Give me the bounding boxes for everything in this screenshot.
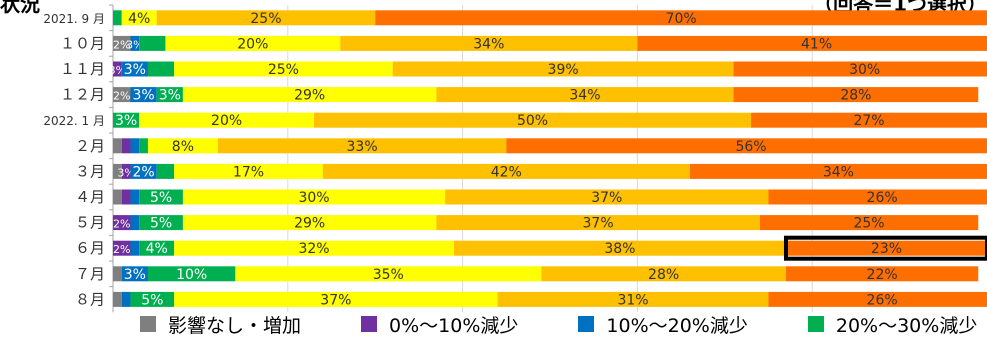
category-label: ２月 <box>75 137 105 155</box>
bar-segment <box>113 292 122 307</box>
data-label: 3% <box>159 88 181 104</box>
legend: 影響なし・増加 0%～10%減少 10%～20%減少 20%～30%減少 <box>140 312 977 336</box>
bar-segment <box>130 241 139 256</box>
data-label: 2% <box>132 164 154 180</box>
legend-item-20-30: 20%～30%減少 <box>808 311 977 338</box>
data-label: 20% <box>211 113 242 129</box>
data-label: 38% <box>604 241 635 257</box>
data-label: 35% <box>373 267 404 283</box>
legend-swatch <box>808 316 824 332</box>
category-label: １０月 <box>60 34 105 52</box>
data-label: 32% <box>298 241 329 257</box>
category-label: １２月 <box>60 86 105 104</box>
category-label: １１月 <box>60 60 105 78</box>
data-label: 3% <box>124 62 146 78</box>
category-label: 2022. 1 月 <box>43 114 105 128</box>
data-label: 30% <box>849 62 880 78</box>
data-label: 37% <box>591 190 622 206</box>
data-label: 5% <box>150 216 172 232</box>
data-label: 8% <box>172 139 194 155</box>
legend-swatch <box>140 316 156 332</box>
bar-segment <box>130 215 139 230</box>
data-label: 28% <box>648 267 679 283</box>
data-label: 26% <box>867 190 898 206</box>
data-label: 33% <box>347 139 378 155</box>
data-label: 30% <box>298 190 329 206</box>
legend-label: 影響なし・増加 <box>168 311 301 338</box>
legend-item-no-impact: 影響なし・増加 <box>140 311 301 338</box>
data-label: 3% <box>132 88 154 104</box>
data-label: 10% <box>176 267 207 283</box>
data-label: 2% <box>113 218 130 231</box>
data-label: 50% <box>517 113 548 129</box>
legend-item-10-20: 10%～20%減少 <box>578 311 747 338</box>
bar-segment <box>148 62 174 77</box>
data-label: 20% <box>237 36 268 52</box>
data-label: 5% <box>150 190 172 206</box>
legend-swatch <box>578 316 594 332</box>
data-label: 25% <box>268 62 299 78</box>
data-label: 22% <box>867 267 898 283</box>
data-label: 17% <box>233 164 264 180</box>
bar-segment <box>157 164 174 179</box>
category-label: ４月 <box>75 188 105 206</box>
bar-segment <box>130 138 139 153</box>
data-label: 34% <box>569 88 600 104</box>
data-label: 28% <box>840 88 871 104</box>
data-label: 34% <box>473 36 504 52</box>
legend-item-0-10: 0%～10%減少 <box>361 311 518 338</box>
data-label: 39% <box>548 62 579 78</box>
data-label: 29% <box>294 88 325 104</box>
category-label: ７月 <box>75 265 105 283</box>
data-label: 37% <box>320 292 351 308</box>
data-label: 25% <box>853 216 884 232</box>
legend-label: 20%～30%減少 <box>836 311 977 338</box>
data-label: 34% <box>823 164 854 180</box>
category-label: ８月 <box>75 290 105 308</box>
bar-segment <box>122 292 131 307</box>
category-label: 2021. 9 月 <box>43 12 105 26</box>
data-label: 3% <box>115 113 137 129</box>
data-label: 3% <box>124 267 146 283</box>
data-label: 2% <box>113 90 130 103</box>
data-label: 56% <box>735 139 766 155</box>
data-label: 26% <box>867 292 898 308</box>
legend-label: 0%～10%減少 <box>389 311 518 338</box>
category-label: ５月 <box>75 214 105 232</box>
data-label: 4% <box>146 241 168 257</box>
bar-segment <box>113 190 122 205</box>
data-label: 29% <box>294 216 325 232</box>
bar-segment <box>113 10 122 25</box>
bar-segment <box>113 138 122 153</box>
data-label: 42% <box>491 164 522 180</box>
data-label: 4% <box>128 11 150 27</box>
data-label: 37% <box>583 216 614 232</box>
bar-segment <box>130 190 139 205</box>
legend-swatch <box>361 316 377 332</box>
bar-segment <box>139 36 165 51</box>
category-label: ６月 <box>75 239 105 257</box>
data-label: 25% <box>250 11 281 27</box>
data-label: 31% <box>617 292 648 308</box>
bar-segment <box>122 190 131 205</box>
data-label: 5% <box>141 292 163 308</box>
data-label: 27% <box>853 113 884 129</box>
data-label: 23% <box>871 241 902 257</box>
data-label: 70% <box>666 11 697 27</box>
bar-segment <box>139 138 148 153</box>
bar-segment <box>113 266 122 281</box>
data-label: 41% <box>801 36 832 52</box>
bar-segment <box>122 138 131 153</box>
legend-label: 10%～20%減少 <box>606 311 747 338</box>
category-label: ３月 <box>75 162 105 180</box>
data-label: 2% <box>113 243 130 256</box>
